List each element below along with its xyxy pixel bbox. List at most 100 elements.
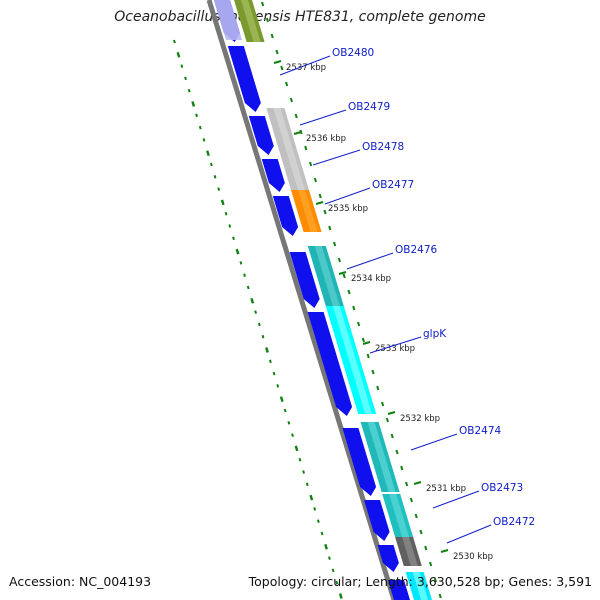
outer-tick <box>390 433 394 439</box>
gene-leader-line <box>432 490 480 509</box>
gc-tick <box>279 396 284 403</box>
genome-stats-text: Topology: circular; Length: 3,630,528 bp… <box>248 574 592 589</box>
gc-tick <box>338 593 343 599</box>
outer-tick <box>304 145 308 151</box>
kbp-tick <box>273 60 282 64</box>
gc-tick <box>191 101 196 107</box>
gc-tick <box>287 421 291 425</box>
gc-tick <box>268 359 272 364</box>
outer-tick <box>357 321 361 327</box>
outer-tick <box>313 177 317 183</box>
gc-tick <box>209 162 213 167</box>
reverse-cds-highlight <box>298 190 318 232</box>
gc-tick <box>294 445 299 452</box>
outer-tick <box>318 193 322 199</box>
outer-tick <box>261 1 265 7</box>
outer-tick <box>289 97 293 103</box>
reverse-cds-highlight <box>273 108 305 190</box>
gene-leader-line <box>446 524 492 544</box>
gc-tick <box>261 334 265 339</box>
gene-leader-line <box>369 336 422 354</box>
outer-tick <box>419 529 423 535</box>
outer-tick <box>376 385 380 391</box>
outer-tick <box>429 561 433 567</box>
outer-tick <box>270 33 274 39</box>
forward-cds <box>364 500 390 541</box>
kbp-label: 2530 kbp <box>453 552 493 562</box>
reverse-strand <box>234 0 432 600</box>
gene-leader-line <box>279 55 331 76</box>
outer-tick <box>352 305 356 311</box>
reverse-cds-highlight <box>367 422 396 492</box>
gene-label: OB2478 <box>362 141 404 153</box>
gc-tick <box>202 138 206 142</box>
gc-tick <box>291 433 294 437</box>
forward-cds <box>272 196 299 236</box>
outer-tick <box>309 161 313 167</box>
forward-cds <box>388 580 410 600</box>
reverse-cds-highlight <box>389 494 410 537</box>
gc-tick <box>232 236 235 241</box>
kbp-tick <box>362 341 371 345</box>
outer-tick <box>385 417 389 423</box>
gc-tick <box>180 64 184 68</box>
gc-tick <box>187 88 191 93</box>
kbp-label: 2534 kbp <box>351 274 391 284</box>
backbone-line <box>206 0 397 600</box>
forward-cds <box>261 159 285 192</box>
gc-tick <box>331 568 335 573</box>
gene-label: OB2480 <box>332 47 374 59</box>
outer-tick <box>395 449 399 455</box>
kbp-tick <box>315 201 324 205</box>
gene-label: glpK <box>423 328 447 340</box>
gc-tick <box>313 507 317 511</box>
outer-tick <box>342 273 346 279</box>
forward-cds <box>248 116 274 155</box>
forward-cds <box>377 545 399 572</box>
forward-cds <box>307 312 353 416</box>
outer-tick <box>371 369 375 375</box>
gc-tick <box>324 543 328 550</box>
outer-tick <box>438 593 442 599</box>
kbp-tick <box>338 271 347 275</box>
reverse-cds-highlight <box>332 306 373 414</box>
gene-label: OB2473 <box>481 482 523 494</box>
outer-tick <box>433 577 437 583</box>
gc-tick <box>176 51 181 58</box>
gc-tick <box>224 211 228 216</box>
gc-tick <box>316 519 320 523</box>
kbp-label: 2535 kbp <box>328 204 368 214</box>
kbp-tick <box>387 411 396 415</box>
outer-tick <box>265 17 269 23</box>
gc-tick <box>283 408 287 413</box>
kbp-label: 2537 kbp <box>286 63 326 73</box>
gc-tick <box>220 199 225 206</box>
gene-label: OB2472 <box>493 516 535 528</box>
outer-tick <box>400 465 404 471</box>
reverse-cds-highlight <box>402 537 418 566</box>
reverse-cds-highlight <box>241 0 261 42</box>
kbp-label: 2532 kbp <box>400 414 440 424</box>
outer-tick <box>323 209 327 215</box>
kbp-label: 2531 kbp <box>426 484 466 494</box>
outer-ticks <box>261 1 442 599</box>
gc-tick <box>272 371 276 376</box>
gc-tick <box>228 224 232 228</box>
outer-tick <box>285 81 289 87</box>
outer-tick <box>333 241 337 247</box>
outer-tick <box>381 401 385 407</box>
outer-tick <box>361 337 365 343</box>
forward-cds <box>289 252 320 308</box>
outer-tick <box>280 65 284 71</box>
gc-tick <box>320 531 324 536</box>
gc-tick <box>328 556 331 560</box>
gc-tick <box>305 482 309 487</box>
gc-tick <box>265 347 269 353</box>
gc-tick <box>302 470 306 474</box>
gc-tick <box>276 384 280 388</box>
forward-strand <box>214 0 410 600</box>
accession-text: Accession: NC_004193 <box>9 574 152 589</box>
kbp-label: 2536 kbp <box>306 134 346 144</box>
gc-tick <box>250 297 255 304</box>
